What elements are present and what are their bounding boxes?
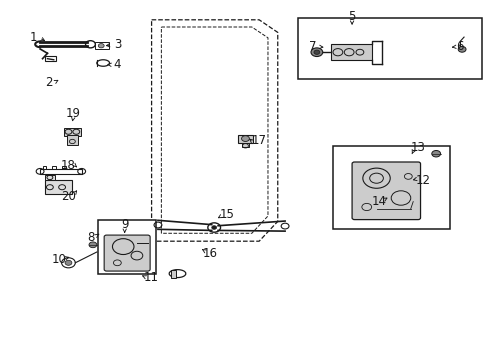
Text: 12: 12 [415,174,429,186]
Text: 3: 3 [113,39,121,51]
Circle shape [457,46,465,52]
Polygon shape [171,270,176,278]
Bar [332,146,449,229]
FancyBboxPatch shape [104,235,150,271]
Bar [330,44,371,60]
Circle shape [431,150,440,157]
Text: 17: 17 [251,134,266,147]
Circle shape [313,50,319,54]
Bar [241,143,249,147]
Text: 6: 6 [455,40,463,53]
Text: 15: 15 [220,208,234,221]
Bar [45,175,55,180]
Circle shape [65,260,72,265]
Bar [63,128,81,136]
Circle shape [89,242,97,248]
Text: 7: 7 [308,40,316,53]
Bar [95,42,109,49]
Text: 13: 13 [410,141,425,154]
Circle shape [98,44,104,48]
Text: 1: 1 [29,31,37,44]
Bar [98,220,156,274]
Text: 4: 4 [113,58,121,71]
Bar [45,56,56,61]
Text: 19: 19 [66,107,81,120]
Text: 10: 10 [51,253,66,266]
Circle shape [241,136,249,141]
Polygon shape [238,135,252,143]
Bar [66,135,78,145]
Bar [45,180,72,194]
Bar [42,166,46,169]
Text: 18: 18 [61,159,76,172]
Text: 11: 11 [144,271,159,284]
Bar [298,18,481,79]
Text: 2: 2 [45,76,53,89]
Text: 9: 9 [121,219,128,231]
Bar [52,166,56,169]
Text: 14: 14 [371,195,386,208]
FancyBboxPatch shape [351,162,420,220]
Text: 5: 5 [347,10,355,23]
Text: 8: 8 [86,231,94,244]
Text: 16: 16 [203,247,217,260]
Text: 20: 20 [61,190,76,203]
Circle shape [310,48,322,57]
Circle shape [211,226,216,229]
Bar [40,169,81,174]
Bar [62,166,66,169]
